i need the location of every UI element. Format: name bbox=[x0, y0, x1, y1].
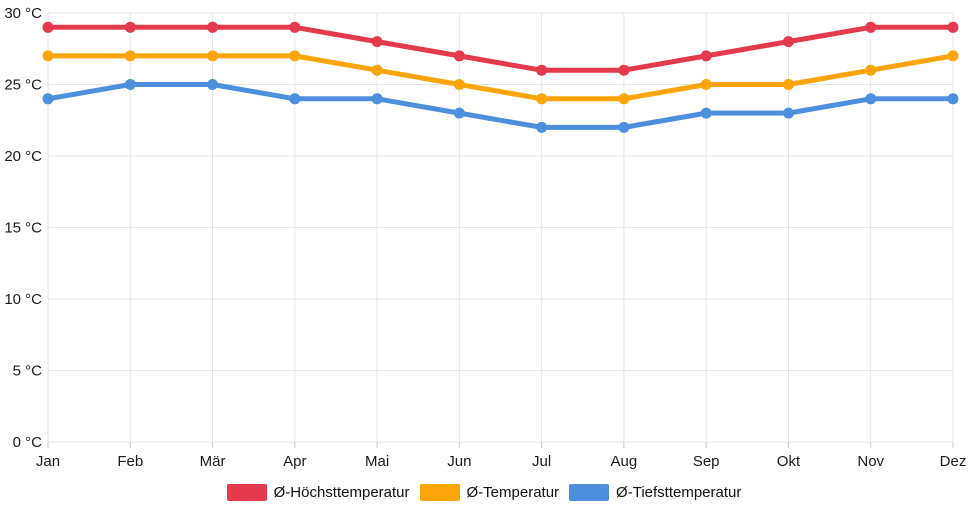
data-point[interactable] bbox=[782, 79, 794, 90]
x-axis-tick-label: Mai bbox=[365, 453, 389, 470]
data-point[interactable] bbox=[618, 64, 630, 76]
data-point[interactable] bbox=[289, 21, 301, 33]
x-axis-tick-label: Jun bbox=[447, 453, 471, 470]
x-axis-tick-label: Aug bbox=[611, 453, 638, 470]
data-point[interactable] bbox=[371, 36, 383, 48]
data-point[interactable] bbox=[947, 93, 959, 105]
y-axis-tick-label: 0 °C bbox=[13, 434, 43, 451]
data-point[interactable] bbox=[453, 79, 465, 90]
data-point[interactable] bbox=[947, 21, 959, 33]
y-axis-tick-label: 15 °C bbox=[4, 220, 42, 237]
legend-swatch-avg-temperature bbox=[419, 484, 460, 501]
data-point[interactable] bbox=[371, 93, 383, 105]
data-point[interactable] bbox=[289, 50, 301, 62]
chart-legend: Ø-Höchsttemperatur Ø-Temperatur Ø-Tiefst… bbox=[0, 484, 968, 501]
temperature-line-plot: 0 °C 5 °C 10 °C 15 °C 20 °C 25 °C 30 °C Jan Feb M… bbox=[4, 5, 967, 470]
data-point[interactable] bbox=[371, 64, 383, 76]
data-point[interactable] bbox=[865, 64, 877, 76]
data-point[interactable] bbox=[618, 93, 630, 105]
x-axis-tick-label: Jan bbox=[36, 453, 60, 470]
y-axis-tick-label: 10 °C bbox=[4, 291, 42, 308]
x-axis-tick-label: Mär bbox=[200, 453, 226, 470]
legend-item-max-temperature[interactable]: Ø-Höchsttemperatur bbox=[226, 484, 410, 501]
data-point[interactable] bbox=[782, 107, 794, 119]
y-axis-tick-label: 5 °C bbox=[13, 363, 43, 380]
legend-swatch-max-temperature bbox=[226, 484, 267, 501]
data-point[interactable] bbox=[453, 50, 465, 62]
data-point[interactable] bbox=[618, 121, 630, 133]
series-line-2 bbox=[45, 82, 956, 130]
data-point[interactable] bbox=[700, 50, 712, 62]
data-point[interactable] bbox=[124, 79, 136, 90]
series-line-0 bbox=[45, 24, 956, 73]
data-point[interactable] bbox=[289, 93, 301, 105]
x-axis-tick-label: Okt bbox=[777, 453, 801, 470]
data-point[interactable] bbox=[124, 50, 136, 62]
data-point[interactable] bbox=[536, 64, 548, 76]
data-point[interactable] bbox=[42, 50, 54, 62]
legend-item-min-temperature[interactable]: Ø-Tiefsttemperatur bbox=[569, 484, 741, 501]
data-point[interactable] bbox=[207, 79, 219, 90]
data-point[interactable] bbox=[700, 107, 712, 119]
data-point[interactable] bbox=[947, 50, 959, 62]
legend-label-avg-temperature: Ø-Temperatur bbox=[466, 484, 560, 501]
legend-label-max-temperature: Ø-Höchsttemperatur bbox=[273, 484, 410, 501]
data-point[interactable] bbox=[42, 93, 54, 105]
y-axis-tick-label: 20 °C bbox=[4, 148, 42, 165]
data-point[interactable] bbox=[42, 21, 54, 33]
x-axis-tick-label: Sep bbox=[693, 453, 720, 470]
data-point[interactable] bbox=[865, 93, 877, 105]
series-line-1 bbox=[45, 53, 956, 102]
legend-item-avg-temperature[interactable]: Ø-Temperatur bbox=[419, 484, 560, 501]
data-point[interactable] bbox=[700, 79, 712, 90]
data-point[interactable] bbox=[207, 21, 219, 33]
x-axis-tick-label: Nov bbox=[857, 453, 884, 470]
data-point[interactable] bbox=[536, 93, 548, 105]
data-point[interactable] bbox=[865, 21, 877, 33]
y-axis-tick-label: 30 °C bbox=[4, 5, 42, 22]
data-point[interactable] bbox=[124, 21, 136, 33]
x-axis-tick-label: Apr bbox=[283, 453, 306, 470]
x-axis-tick-label: Jul bbox=[532, 453, 551, 470]
x-axis-tick-label: Dez bbox=[940, 453, 967, 470]
legend-swatch-min-temperature bbox=[569, 484, 610, 501]
data-point[interactable] bbox=[453, 107, 465, 119]
x-axis-tick-label: Feb bbox=[117, 453, 143, 470]
data-point[interactable] bbox=[536, 121, 548, 133]
data-point[interactable] bbox=[782, 36, 794, 48]
data-point[interactable] bbox=[207, 50, 219, 62]
y-axis-tick-label: 25 °C bbox=[4, 77, 42, 94]
legend-label-min-temperature: Ø-Tiefsttemperatur bbox=[616, 484, 742, 501]
